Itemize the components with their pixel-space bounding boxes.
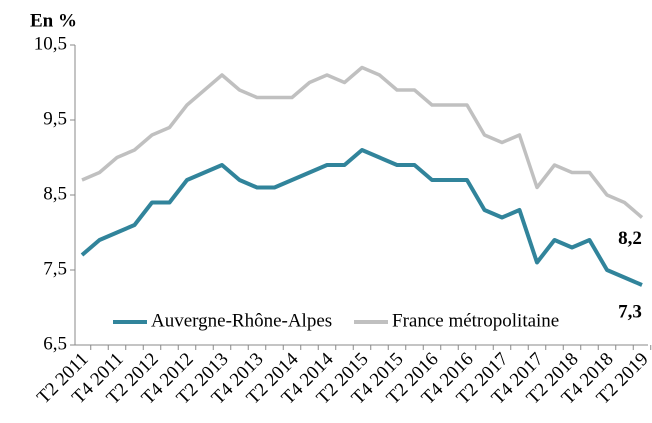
legend-label: Auvergne-Rhône-Alpes [151,310,332,331]
data-label: 8,2 [618,228,642,249]
series-line [80,148,643,287]
legend-label: France métropolitaine [392,310,559,331]
series-line [81,65,644,219]
chart-title: En % [30,10,77,31]
y-tick-label: 7,5 [43,258,67,279]
data-label: 7,3 [618,301,642,322]
y-tick-label: 6,5 [43,333,67,354]
y-tick-label: 10,5 [34,33,67,54]
y-tick-label: 8,5 [43,183,67,204]
y-tick-label: 9,5 [43,108,67,129]
